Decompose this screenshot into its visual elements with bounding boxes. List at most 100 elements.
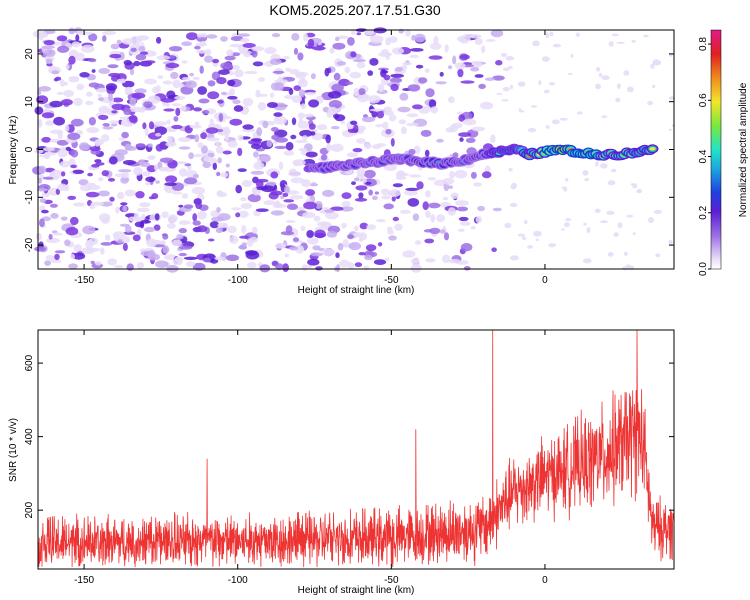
colorbar-ticks: 0.0 0.2 0.4 0.6 0.8 [698,37,711,276]
noise-speck [270,126,279,132]
noise-speck [199,41,207,46]
noise-speck [97,93,103,97]
noise-speck [353,58,366,63]
noise-speck [68,263,78,270]
noise-speck [263,200,276,206]
noise-speck [45,120,55,126]
noise-speck [364,143,372,150]
noise-speck [392,183,403,188]
noise-speck [109,53,122,59]
noise-speck [250,170,265,175]
noise-speck [111,97,124,103]
noise-speck [386,226,393,232]
noise-speck [185,80,197,89]
noise-speck [517,233,526,237]
noise-speck [49,129,64,134]
noise-speck [501,99,509,102]
noise-speck [166,90,176,99]
noise-speck [272,70,285,74]
noise-speck [390,73,405,78]
noise-speck [505,56,515,61]
noise-speck [230,36,244,42]
noise-speck [126,263,134,271]
noise-speck [147,250,156,259]
noise-speck [107,64,119,69]
noise-speck [146,238,158,248]
noise-speck [460,243,473,252]
noise-speck [189,124,202,129]
noise-speck [153,224,161,231]
noise-speck [350,120,358,126]
noise-speck [178,228,187,234]
noise-speck [373,259,387,265]
noise-speck [197,210,207,220]
noise-speck [449,124,459,133]
noise-speck [390,138,395,147]
noise-speck [655,253,661,258]
noise-speck [302,135,308,141]
noise-speck [312,245,321,251]
noise-speck [523,219,528,225]
noise-speck [456,35,471,43]
noise-speck [179,168,188,177]
noise-speck [388,114,397,122]
noise-speck [41,209,49,214]
noise-speck [448,185,453,189]
noise-speck [76,83,85,91]
noise-speck [492,207,502,212]
colorbar-tick-label: 0.2 [698,205,709,219]
noise-speck [474,38,483,45]
noise-speck [181,77,191,81]
noise-speck [67,195,77,200]
spectrogram-marks [32,27,676,273]
noise-speck [643,34,649,38]
noise-speck [270,210,285,216]
noise-speck [108,93,113,102]
noise-speck [194,45,201,50]
noise-speck [600,220,609,224]
noise-speck [416,181,424,190]
noise-speck [293,160,300,167]
noise-speck [274,79,288,83]
noise-speck [632,183,638,189]
noise-speck [161,211,169,219]
noise-speck [49,203,58,208]
noise-speck [65,227,79,236]
noise-speck [37,177,43,184]
noise-speck [520,110,525,113]
noise-speck [632,232,636,235]
noise-speck [34,106,44,115]
noise-speck [341,222,347,229]
noise-speck [221,91,227,96]
noise-speck [490,29,504,38]
noise-speck [274,242,287,249]
noise-speck [169,46,183,52]
noise-speck [496,93,503,95]
noise-speck [141,213,146,219]
noise-speck [306,230,314,238]
noise-speck [56,35,68,42]
noise-speck [382,121,389,130]
noise-speck [100,247,105,255]
noise-speck [626,214,634,218]
noise-speck [64,239,71,247]
noise-speck [583,222,587,226]
noise-speck [439,71,444,77]
noise-speck [283,199,295,203]
noise-speck [252,61,264,67]
noise-speck [354,262,363,268]
noise-speck [50,259,62,264]
noise-speck [415,64,424,69]
noise-speck [242,43,256,48]
noise-speck [181,193,189,199]
noise-speck [391,196,396,202]
noise-speck [253,151,259,158]
noise-speck [270,190,283,196]
noise-speck [412,213,420,221]
noise-speck [172,258,183,266]
noise-speck [121,236,131,243]
noise-speck [543,89,550,94]
noise-speck [166,119,171,125]
